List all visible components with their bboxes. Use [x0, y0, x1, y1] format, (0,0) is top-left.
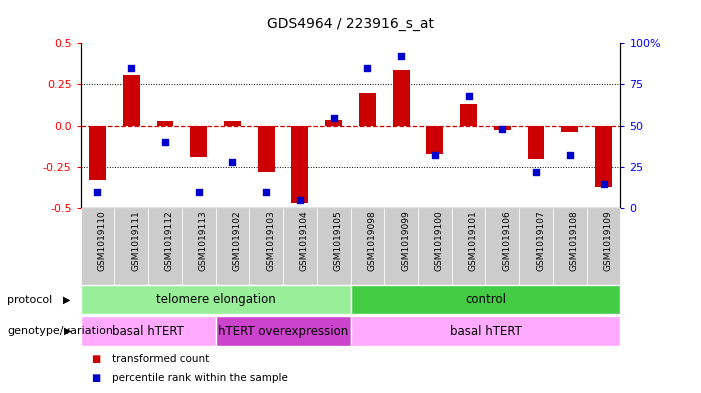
Bar	[350, 208, 384, 285]
Point	[429, 152, 440, 159]
Bar	[393, 70, 409, 126]
Text: transformed count: transformed count	[112, 354, 210, 364]
Point	[328, 114, 339, 121]
Text: telomere elongation: telomere elongation	[156, 293, 275, 306]
Bar	[216, 208, 250, 285]
Text: genotype/variation: genotype/variation	[7, 326, 113, 336]
Text: GSM1019105: GSM1019105	[334, 211, 343, 271]
Bar	[123, 75, 139, 126]
Bar	[528, 126, 545, 159]
Text: GSM1019113: GSM1019113	[198, 211, 207, 271]
Text: GSM1019102: GSM1019102	[233, 211, 241, 271]
Text: GSM1019103: GSM1019103	[266, 211, 275, 271]
Point	[261, 189, 272, 195]
Bar	[283, 208, 317, 285]
Bar	[182, 208, 216, 285]
Bar	[418, 208, 451, 285]
Bar	[562, 126, 578, 132]
Bar	[350, 285, 620, 314]
Bar	[292, 126, 308, 203]
Bar	[156, 121, 173, 126]
Text: hTERT overexpression: hTERT overexpression	[218, 325, 348, 338]
Point	[227, 159, 238, 165]
Point	[463, 93, 474, 99]
Bar	[81, 285, 350, 314]
Text: ■: ■	[91, 354, 100, 364]
Bar	[224, 121, 241, 126]
Bar	[317, 208, 350, 285]
Bar	[81, 208, 114, 285]
Bar	[426, 126, 443, 154]
Bar	[148, 208, 182, 285]
Bar	[81, 316, 216, 346]
Text: protocol: protocol	[7, 295, 53, 305]
Text: GSM1019104: GSM1019104	[300, 211, 309, 271]
Text: GSM1019106: GSM1019106	[503, 211, 511, 271]
Bar	[216, 316, 350, 346]
Text: control: control	[465, 293, 506, 306]
Bar	[250, 208, 283, 285]
Bar	[114, 208, 148, 285]
Point	[598, 180, 609, 187]
Text: GSM1019108: GSM1019108	[570, 211, 579, 271]
Text: GSM1019111: GSM1019111	[131, 211, 140, 271]
Text: GSM1019107: GSM1019107	[536, 211, 545, 271]
Bar	[485, 208, 519, 285]
Text: GSM1019099: GSM1019099	[401, 211, 410, 271]
Text: ▶: ▶	[63, 295, 70, 305]
Text: ■: ■	[91, 373, 100, 382]
Bar	[460, 104, 477, 126]
Point	[294, 197, 306, 203]
Text: ▶: ▶	[64, 326, 72, 336]
Bar	[359, 93, 376, 126]
Point	[395, 53, 407, 60]
Bar	[325, 120, 342, 126]
Bar	[350, 316, 620, 346]
Text: GDS4964 / 223916_s_at: GDS4964 / 223916_s_at	[267, 17, 434, 31]
Bar	[553, 208, 587, 285]
Point	[362, 65, 373, 71]
Text: basal hTERT: basal hTERT	[112, 325, 184, 338]
Text: GSM1019110: GSM1019110	[97, 211, 107, 271]
Point	[193, 189, 204, 195]
Bar	[494, 126, 511, 130]
Bar	[587, 208, 620, 285]
Point	[564, 152, 576, 159]
Text: GSM1019098: GSM1019098	[367, 211, 376, 271]
Text: GSM1019100: GSM1019100	[435, 211, 444, 271]
Text: GSM1019109: GSM1019109	[604, 211, 613, 271]
Bar	[89, 126, 106, 180]
Point	[92, 189, 103, 195]
Bar	[384, 208, 418, 285]
Point	[497, 126, 508, 132]
Text: GSM1019112: GSM1019112	[165, 211, 174, 271]
Bar	[190, 126, 207, 157]
Point	[159, 139, 170, 145]
Bar	[519, 208, 553, 285]
Point	[531, 169, 542, 175]
Text: percentile rank within the sample: percentile rank within the sample	[112, 373, 288, 382]
Bar	[451, 208, 485, 285]
Text: GSM1019101: GSM1019101	[468, 211, 477, 271]
Bar	[595, 126, 612, 187]
Bar	[258, 126, 275, 172]
Text: basal hTERT: basal hTERT	[449, 325, 522, 338]
Point	[125, 65, 137, 71]
